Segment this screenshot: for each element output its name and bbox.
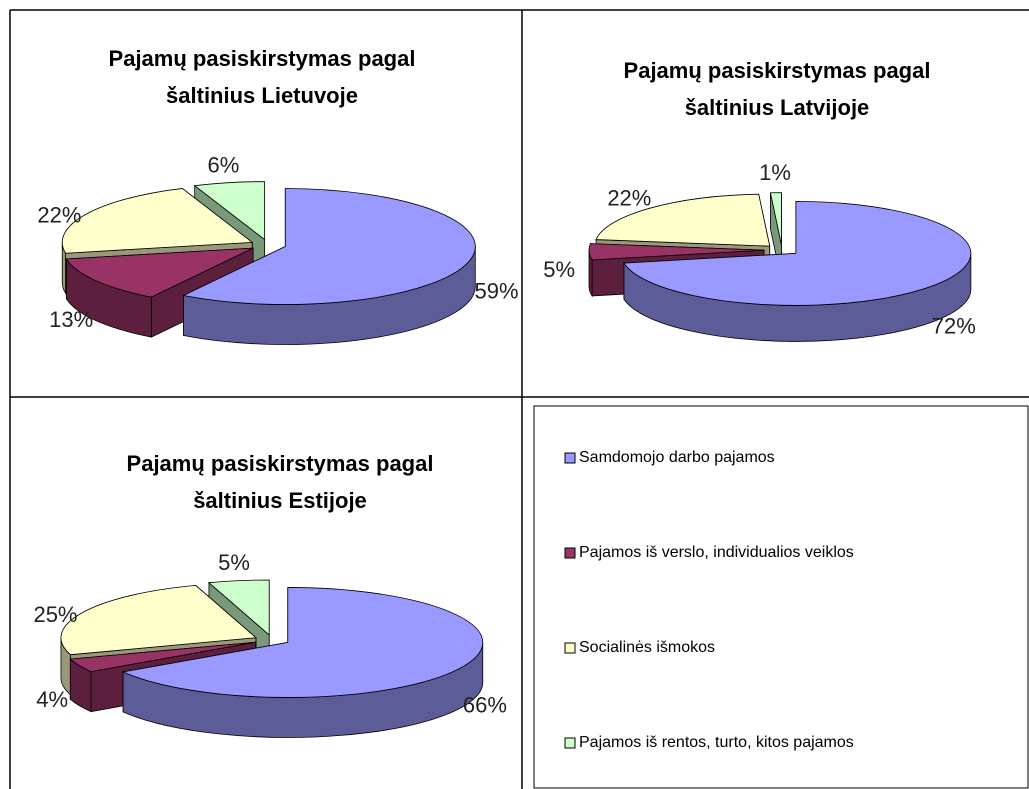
legend-label: Socialinės išmokos: [579, 639, 715, 656]
pie-slice: [588, 243, 765, 261]
pie-slice: [61, 188, 254, 254]
pie-slice: [60, 584, 257, 656]
legend-label: Pajamos iš rentos, turto, kitos pajamos: [579, 734, 854, 751]
data-label: 6%: [208, 153, 240, 178]
data-label: 5%: [218, 550, 250, 575]
chart-title: šaltinius Estijoje: [193, 488, 367, 513]
pie-slice: [623, 201, 972, 306]
pie-slice: [182, 188, 476, 305]
pie-slice: [193, 181, 266, 241]
pie-slice: [207, 579, 270, 636]
chart-title: šaltinius Latvijoje: [685, 95, 870, 120]
legend-box: [533, 405, 1029, 789]
data-label: 1%: [759, 160, 791, 185]
legend-swatch: [564, 547, 576, 559]
chart-title: Pajamų pasiskirstymas pagal: [624, 58, 931, 83]
data-label: 59%: [475, 279, 519, 304]
chart-title: Pajamų pasiskirstymas pagal: [109, 46, 416, 71]
chart-title: Pajamų pasiskirstymas pagal: [127, 451, 434, 476]
data-label: 66%: [463, 693, 507, 718]
data-label: 5%: [543, 257, 575, 282]
data-label: 22%: [607, 185, 651, 210]
pie-slice: [121, 587, 484, 698]
pie-slice: [69, 641, 256, 673]
legend-swatch: [564, 737, 576, 749]
data-label: 13%: [49, 307, 93, 332]
data-label: 4%: [36, 687, 68, 712]
legend-label: Samdomojo darbo pajamos: [579, 449, 775, 466]
pie-slice: [769, 192, 782, 245]
data-label: 25%: [33, 602, 77, 627]
legend-label: Pajamos iš verslo, individualios veiklos: [579, 544, 854, 561]
legend-swatch: [564, 642, 576, 654]
chart-title: šaltinius Lietuvoje: [166, 83, 358, 108]
pie-slice: [595, 193, 771, 247]
legend-swatch: [564, 452, 576, 464]
pie-slice: [65, 247, 254, 298]
data-label: 22%: [37, 203, 81, 228]
data-label: 72%: [932, 314, 976, 339]
